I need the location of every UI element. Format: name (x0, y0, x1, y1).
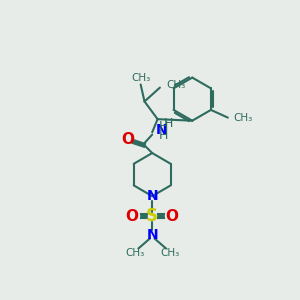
Text: H: H (158, 120, 168, 133)
Text: CH₃: CH₃ (166, 80, 185, 89)
Text: CH₃: CH₃ (160, 248, 179, 258)
Text: CH₃: CH₃ (233, 113, 253, 123)
Text: N: N (146, 189, 158, 203)
Text: H: H (158, 129, 168, 142)
Text: S: S (146, 207, 158, 225)
Text: CH₃: CH₃ (125, 248, 144, 258)
Text: O: O (126, 209, 139, 224)
Text: H: H (164, 116, 173, 130)
Text: N: N (155, 123, 167, 137)
Text: O: O (166, 209, 179, 224)
Text: CH₃: CH₃ (131, 73, 150, 82)
Text: N: N (146, 228, 158, 242)
Text: O: O (121, 132, 134, 147)
